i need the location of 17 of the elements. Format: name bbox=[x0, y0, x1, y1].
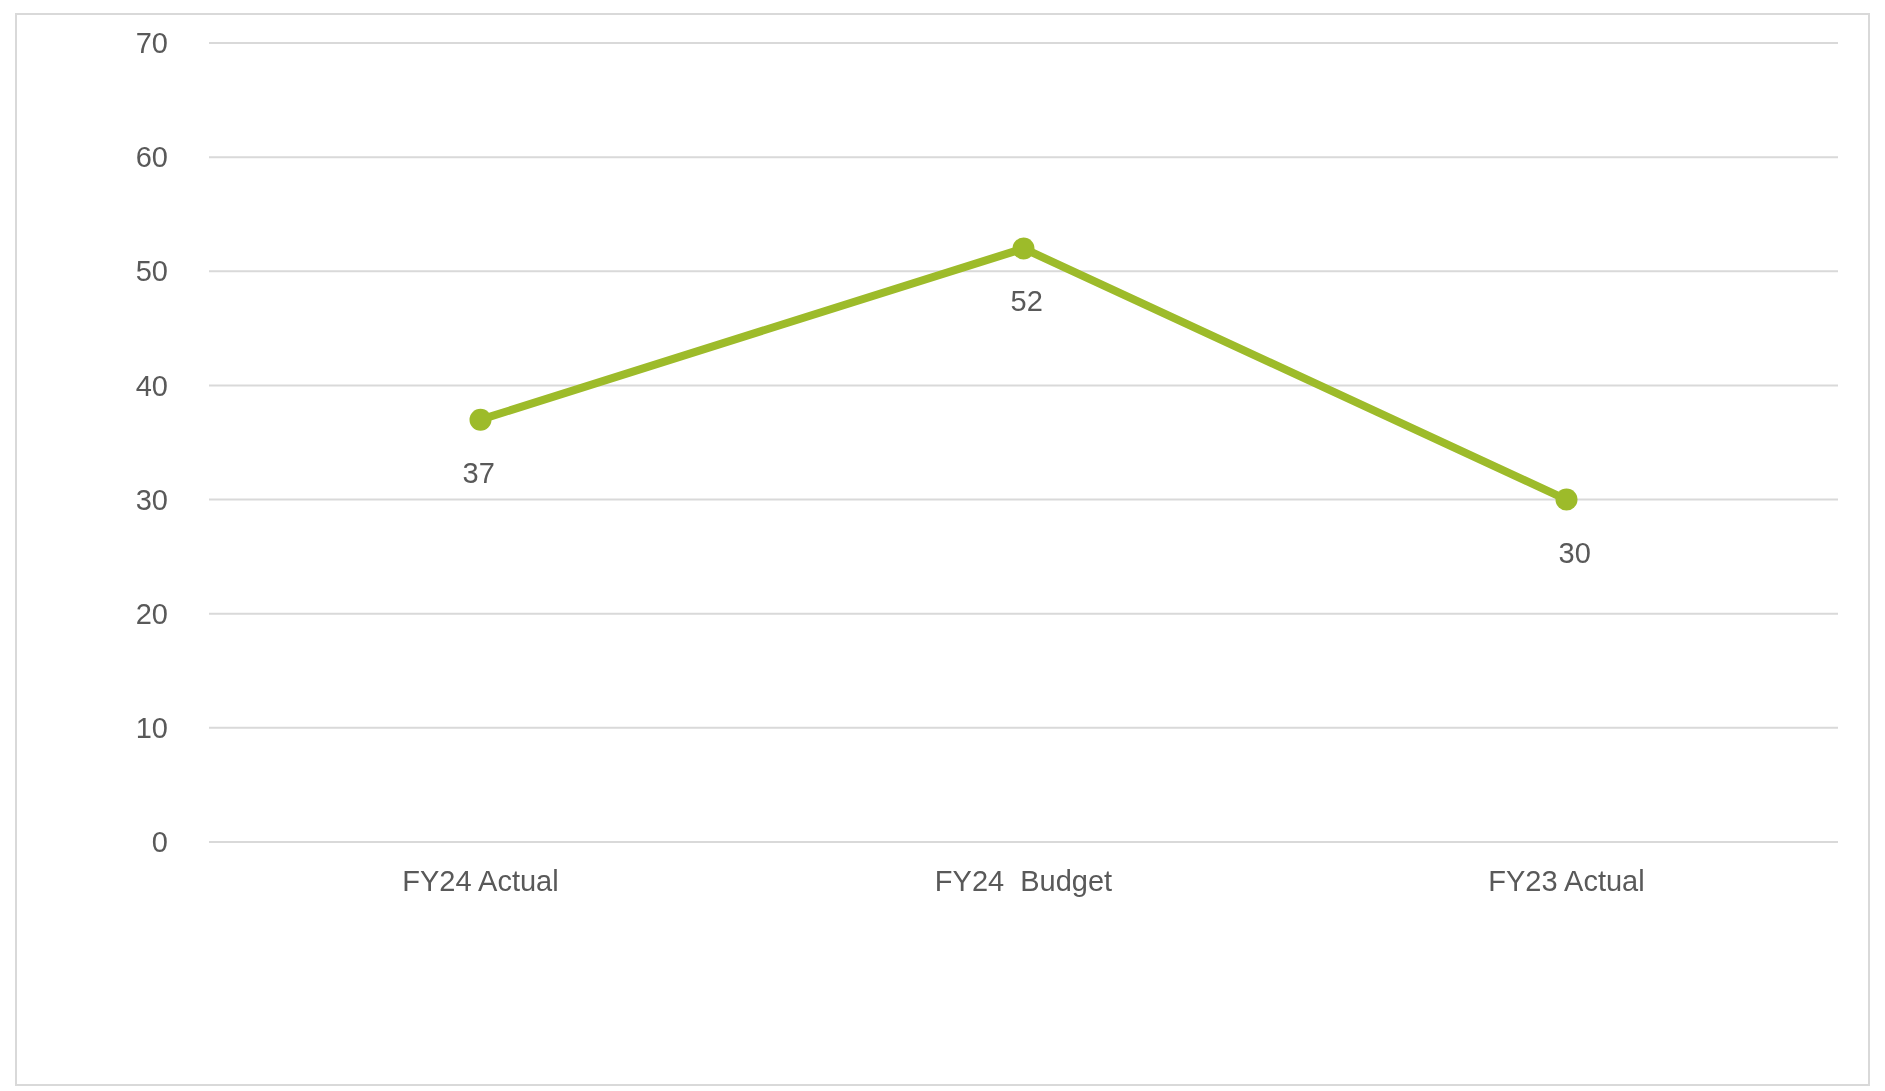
y-tick-label: 0 bbox=[151, 826, 168, 859]
y-tick-label: 40 bbox=[135, 369, 168, 402]
data-label: 37 bbox=[462, 456, 495, 489]
y-tick-label: 50 bbox=[135, 255, 168, 288]
y-tick-label: 70 bbox=[135, 27, 168, 60]
point bbox=[1012, 237, 1035, 260]
y-tick-label: 20 bbox=[135, 597, 168, 630]
x-tick-label: FY23 Actual bbox=[1488, 865, 1645, 897]
x-tick-label: FY24 Actual bbox=[402, 865, 559, 897]
y-tick-label: 60 bbox=[135, 141, 168, 174]
x-tick-label: FY24 Budget bbox=[934, 865, 1113, 897]
y-tick-label: 10 bbox=[135, 712, 168, 745]
y-tick-label: 30 bbox=[135, 483, 168, 516]
point bbox=[1555, 488, 1578, 511]
point bbox=[469, 408, 492, 431]
data-label: 30 bbox=[1558, 536, 1591, 569]
data-label: 52 bbox=[1010, 285, 1043, 318]
